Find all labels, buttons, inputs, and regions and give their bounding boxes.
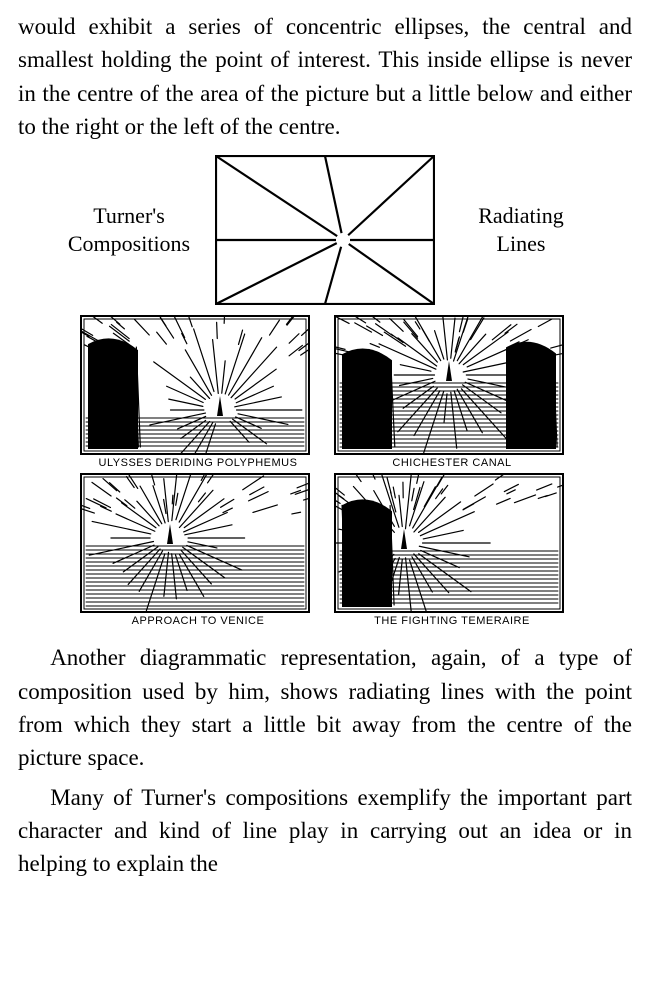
label-text: Compositions [68, 231, 190, 256]
sketch-3 [334, 473, 564, 613]
label-text: Lines [497, 231, 546, 256]
sketch-0 [80, 315, 310, 455]
diagram-label-right: Radiating Lines [441, 202, 601, 259]
paragraph-3: Many of Turner's compositions exemplify … [18, 781, 632, 881]
thumbnail-caption: THE FIGHTING TEMERAIRE [334, 615, 570, 627]
sketch-2 [80, 473, 310, 613]
book-page: would exhibit a series of concentric ell… [0, 0, 650, 993]
thumbnail-grid: ULYSSES DERIDING POLYPHEMUS CHICHESTER CA… [80, 315, 570, 627]
diagram-row: Turner's Compositions Radiating Lines [18, 155, 632, 305]
radiating-diagram [215, 155, 435, 305]
figure-block: Turner's Compositions Radiating Lines UL… [18, 155, 632, 627]
diagram-label-left: Turner's Compositions [49, 202, 209, 259]
thumbnail-caption: CHICHESTER CANAL [334, 457, 570, 469]
thumbnail-caption: ULYSSES DERIDING POLYPHEMUS [80, 457, 316, 469]
thumbnail-caption: APPROACH TO VENICE [80, 615, 316, 627]
thumbnail: THE FIGHTING TEMERAIRE [334, 473, 570, 627]
label-text: Radiating [478, 203, 564, 228]
thumbnail: CHICHESTER CANAL [334, 315, 570, 469]
paragraph-2: Another diagrammatic representation, aga… [18, 641, 632, 774]
label-text: Turner's [93, 203, 165, 228]
paragraph-1: would exhibit a series of concentric ell… [18, 10, 632, 143]
sketch-1 [334, 315, 564, 455]
thumbnail: APPROACH TO VENICE [80, 473, 316, 627]
thumbnail: ULYSSES DERIDING POLYPHEMUS [80, 315, 316, 469]
